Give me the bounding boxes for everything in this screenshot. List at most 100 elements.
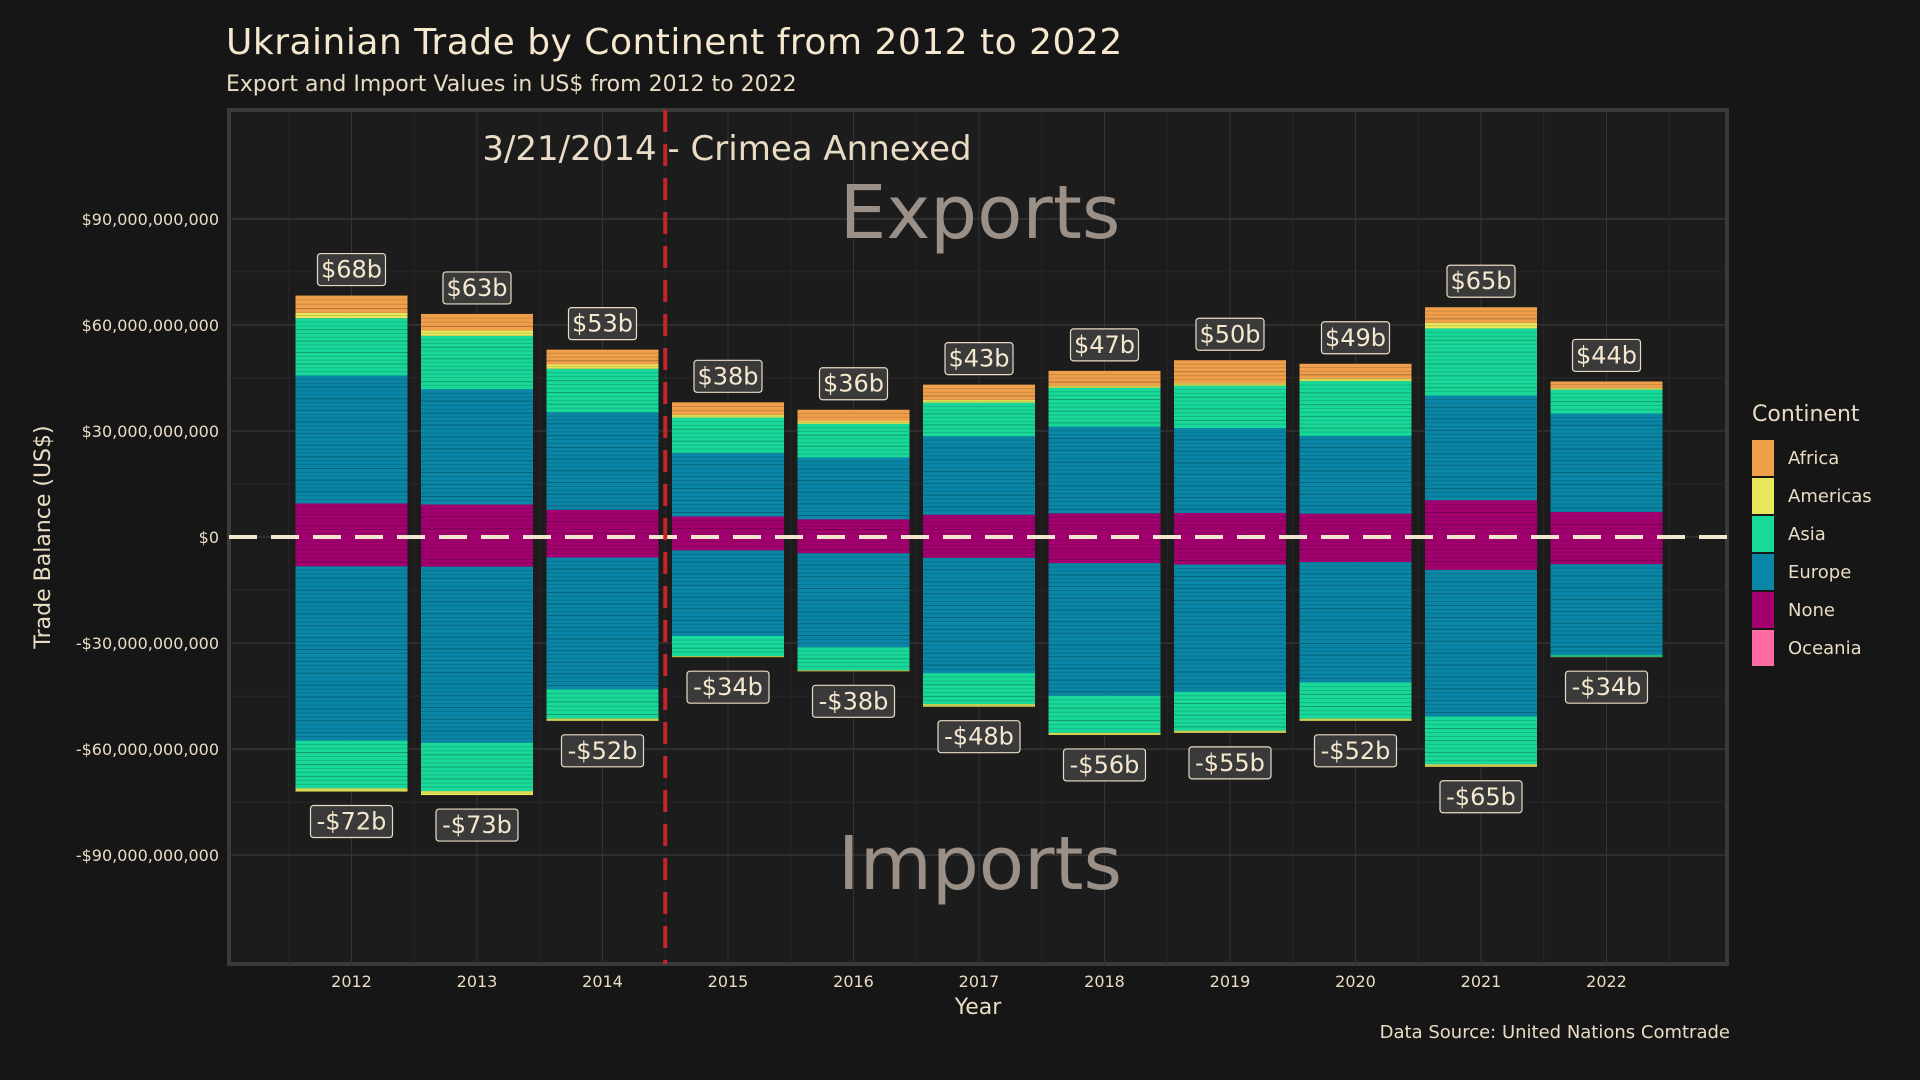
import-total-label-2016: -$38b bbox=[819, 687, 889, 715]
bar-segment-africa-export-2021 bbox=[1425, 307, 1537, 323]
import-total-label-2018: -$56b bbox=[1070, 751, 1140, 779]
bar-segment-africa-export-2019 bbox=[1174, 360, 1286, 384]
bar-segment-asia-export-2015 bbox=[672, 417, 784, 453]
bar-segment-none-export-2015 bbox=[672, 516, 784, 537]
y-tick-label: -$90,000,000,000 bbox=[76, 846, 219, 865]
bar-segment-none-export-2012 bbox=[295, 503, 408, 537]
bar-segment-europe-import-2014 bbox=[546, 557, 659, 690]
import-total-label-2018-box bbox=[1062, 748, 1147, 782]
import-total-label-2016-box bbox=[811, 684, 896, 718]
bar-segment-none-import-2017 bbox=[923, 537, 1035, 558]
legend-item-asia: Asia bbox=[1752, 515, 1872, 553]
export-total-label-2018: $47b bbox=[1074, 331, 1135, 359]
x-tick-label-2017: 2017 bbox=[959, 972, 1000, 991]
bar-segment-asia-import-2022 bbox=[1550, 654, 1663, 657]
import-total-label-2012-box bbox=[309, 804, 394, 839]
bar-segment-europe-import-2015 bbox=[672, 550, 784, 636]
export-total-label-2019: $50b bbox=[1199, 320, 1260, 348]
bar-segment-africa-export-2018 bbox=[1048, 370, 1161, 386]
bar-segment-africa-export-2012 bbox=[295, 295, 408, 313]
bar-segment-asia-export-2014 bbox=[546, 368, 659, 413]
bar-segment-europe-import-2020 bbox=[1299, 562, 1412, 683]
bar-segment-asia-export-2021 bbox=[1425, 328, 1537, 396]
bar-segment-americas-export-2015 bbox=[672, 414, 784, 418]
legend-swatch bbox=[1752, 630, 1774, 666]
legend-label: Oceania bbox=[1788, 637, 1862, 659]
bar-segment-europe-export-2014 bbox=[546, 412, 659, 510]
bar-segment-americas-import-2015 bbox=[672, 656, 784, 658]
export-total-label-2016: $36b bbox=[823, 370, 884, 398]
bar-segment-asia-import-2019 bbox=[1174, 691, 1286, 731]
bar-segment-none-import-2020 bbox=[1299, 537, 1412, 563]
bar-segment-europe-import-2019 bbox=[1174, 564, 1286, 692]
import-total-label-2021: -$65b bbox=[1446, 783, 1516, 811]
bar-segment-asia-import-2012 bbox=[295, 740, 408, 789]
bar-segment-europe-import-2022 bbox=[1550, 564, 1663, 655]
bar-segment-europe-export-2013 bbox=[421, 389, 533, 505]
bar-segment-none-import-2021 bbox=[1425, 537, 1537, 570]
bar-segment-asia-import-2013 bbox=[421, 742, 533, 792]
bar-segment-asia-import-2020 bbox=[1299, 682, 1412, 719]
bar-segment-none-export-2020 bbox=[1299, 513, 1412, 537]
chart-title: Ukrainian Trade by Continent from 2012 t… bbox=[226, 22, 1123, 63]
bar-segment-americas-import-2021 bbox=[1425, 764, 1537, 767]
legend-item-africa: Africa bbox=[1752, 439, 1872, 477]
bar-segment-europe-export-2018 bbox=[1048, 426, 1161, 514]
bar-segment-africa-export-2017 bbox=[923, 384, 1035, 400]
imports-word: Imports bbox=[838, 821, 1122, 907]
bar-segment-americas-export-2022 bbox=[1550, 387, 1663, 390]
bar-segment-europe-export-2016 bbox=[797, 457, 910, 520]
bar-segment-europe-export-2022 bbox=[1550, 413, 1663, 512]
bar-segment-americas-export-2014 bbox=[546, 364, 659, 369]
bar-segment-none-export-2016 bbox=[797, 519, 910, 537]
import-total-label-2022: -$34b bbox=[1572, 673, 1642, 701]
x-tick-label-2019: 2019 bbox=[1210, 972, 1251, 991]
bar-segment-asia-import-2014 bbox=[546, 689, 659, 719]
legend-swatch bbox=[1752, 554, 1774, 590]
export-total-label-2020: $49b bbox=[1325, 324, 1386, 352]
bar-segment-asia-import-2016 bbox=[797, 647, 910, 671]
bar-segment-europe-import-2018 bbox=[1048, 563, 1161, 696]
y-axis-title: Trade Balance (US$) bbox=[31, 425, 56, 649]
bar-segment-asia-import-2017 bbox=[923, 673, 1035, 705]
y-tick-label: -$30,000,000,000 bbox=[76, 634, 219, 653]
bar-segment-americas-export-2019 bbox=[1174, 383, 1286, 386]
export-total-label-2020-box bbox=[1320, 321, 1391, 355]
bar-segment-americas-import-2014 bbox=[546, 718, 659, 721]
import-total-label-2014: -$52b bbox=[568, 737, 638, 765]
bar-segment-europe-import-2021 bbox=[1425, 569, 1537, 717]
bar-segment-americas-import-2012 bbox=[295, 788, 408, 792]
bar-segment-none-export-2021 bbox=[1425, 500, 1537, 537]
export-total-label-2013: $63b bbox=[446, 274, 507, 302]
x-tick-label-2014: 2014 bbox=[582, 972, 623, 991]
bar-segment-europe-import-2012 bbox=[295, 566, 408, 741]
bar-segment-africa-export-2020 bbox=[1299, 363, 1412, 379]
bar-segment-none-import-2015 bbox=[672, 537, 784, 551]
x-tick-label-2020: 2020 bbox=[1335, 972, 1376, 991]
export-total-label-2013-box bbox=[442, 271, 512, 305]
legend-items: Africa Americas Asia Europe None Oceania bbox=[1752, 439, 1872, 667]
bar-segment-americas-import-2020 bbox=[1299, 718, 1412, 721]
legend-swatch bbox=[1752, 478, 1774, 514]
bar-segment-asia-export-2017 bbox=[923, 402, 1035, 437]
bar-segment-asia-export-2019 bbox=[1174, 385, 1286, 429]
legend-label: Americas bbox=[1788, 485, 1872, 507]
bar-segment-none-export-2022 bbox=[1550, 511, 1663, 537]
chart-subtitle: Export and Import Values in US$ from 201… bbox=[226, 72, 797, 97]
legend-label: Asia bbox=[1788, 523, 1826, 545]
bar-segment-americas-import-2019 bbox=[1174, 730, 1286, 733]
bar-segment-asia-import-2018 bbox=[1048, 695, 1161, 733]
bar-segment-europe-export-2012 bbox=[295, 375, 408, 504]
bar-segment-africa-export-2022 bbox=[1550, 381, 1663, 388]
bar-segment-europe-import-2016 bbox=[797, 553, 910, 648]
export-total-label-2012-box bbox=[316, 252, 387, 287]
legend: Continent Africa Americas Asia Europe None Oc… bbox=[1752, 402, 1872, 667]
import-total-label-2014-box bbox=[560, 734, 645, 768]
import-total-label-2013: -$73b bbox=[442, 811, 512, 839]
legend-item-none: None bbox=[1752, 591, 1872, 629]
bar-segment-americas-import-2016 bbox=[797, 670, 910, 672]
bar-segment-none-export-2017 bbox=[923, 514, 1035, 537]
bar-segment-africa-export-2014 bbox=[546, 349, 659, 365]
bar-segment-americas-export-2017 bbox=[923, 399, 1035, 403]
